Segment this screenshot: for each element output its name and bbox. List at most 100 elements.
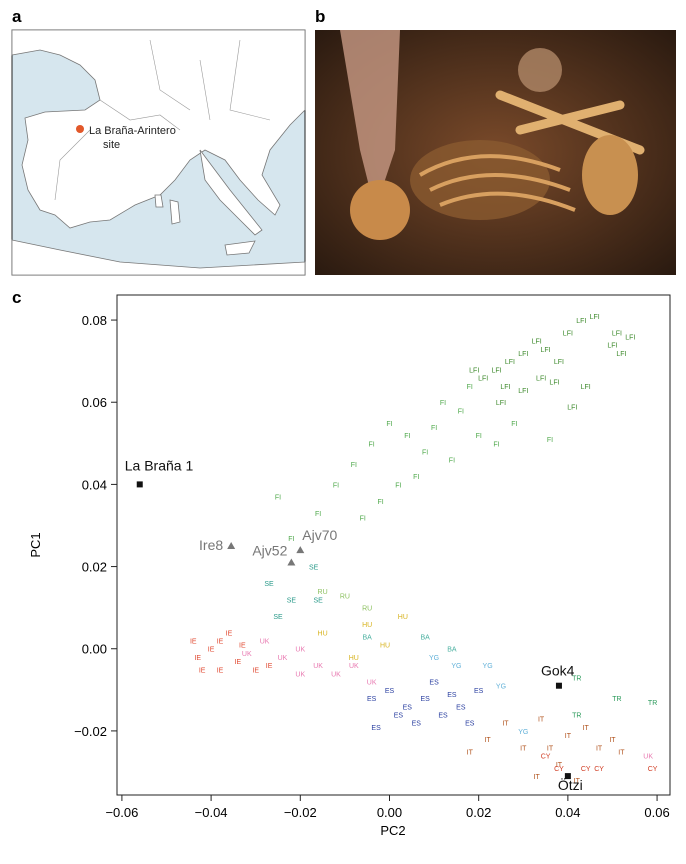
point-label: LFI (554, 359, 564, 366)
point-label: IE (217, 639, 224, 646)
point-label: IT (484, 737, 491, 744)
point-label: FI (386, 421, 392, 428)
point-label: LFI (518, 351, 528, 358)
point-label: FI (395, 482, 401, 489)
point-label: TR (648, 700, 657, 707)
site-label: La Braña-Arintero (89, 125, 176, 137)
point-label: CY (554, 766, 564, 773)
x-tick-label: −0.06 (105, 805, 138, 820)
point-label: IE (190, 639, 197, 646)
point-label: LFI (518, 388, 528, 395)
point-label: FI (547, 437, 553, 444)
point-label: FI (404, 433, 410, 440)
point-label: TR (612, 696, 621, 703)
x-tick-label: 0.02 (466, 805, 491, 820)
x-tick-label: 0.06 (644, 805, 669, 820)
y-tick-label: 0.08 (82, 313, 107, 328)
point-label: LFI (549, 380, 559, 387)
photo (315, 30, 676, 275)
point-label: CY (594, 766, 604, 773)
point-label: UK (278, 655, 288, 662)
point-label: IT (618, 749, 625, 756)
point-label: UK (331, 671, 341, 678)
point-label: BA (363, 634, 373, 641)
point-label: IE (252, 667, 259, 674)
point-label: IT (520, 745, 527, 752)
point-label: IT (547, 745, 554, 752)
point-label: LFI (581, 384, 591, 391)
point-label: FI (440, 400, 446, 407)
point-label: ES (367, 696, 377, 703)
point-label: TR (572, 712, 581, 719)
point-label: YG (451, 663, 461, 670)
point-label: LFI (478, 376, 488, 383)
sample-marker (556, 683, 562, 689)
point-label: LFI (532, 339, 542, 346)
point-label: FI (511, 421, 517, 428)
point-label: LFI (496, 400, 506, 407)
point-label: LFI (536, 376, 546, 383)
figure: a La Braña-Arintero site b c PC2 PC1 −0.… (0, 0, 686, 859)
point-label: YG (496, 684, 506, 691)
point-label: ES (420, 696, 430, 703)
point-label: IE (235, 659, 242, 666)
point-label: IE (199, 667, 206, 674)
point-label: FI (315, 511, 321, 518)
point-label: FI (493, 441, 499, 448)
point-label: IE (239, 643, 246, 650)
point-label: LFI (500, 384, 510, 391)
x-axis-label: PC2 (380, 823, 405, 838)
map: La Braña-Arintero site (12, 30, 305, 275)
point-label: LFI (469, 367, 479, 374)
point-label: YG (518, 729, 528, 736)
point-label: IT (565, 733, 572, 740)
point-label: FI (377, 499, 383, 506)
point-label: ES (447, 692, 457, 699)
point-label: FI (431, 425, 437, 432)
point-label: LFI (607, 343, 617, 350)
point-label: IE (226, 630, 233, 637)
y-tick-label: −0.02 (74, 724, 107, 739)
panel-label: c (12, 288, 21, 307)
sample-label: La Braña 1 (125, 457, 194, 473)
point-label: SE (309, 565, 319, 572)
point-label: FI (467, 384, 473, 391)
point-label: HU (318, 630, 328, 637)
point-label: UK (313, 663, 323, 670)
point-label: LFI (590, 314, 600, 321)
point-label: ES (371, 725, 381, 732)
point-label: YG (429, 655, 439, 662)
point-label: UK (349, 663, 359, 670)
point-label: SE (264, 581, 274, 588)
point-label: IE (217, 667, 224, 674)
sample-marker (137, 481, 143, 487)
point-label: ES (438, 712, 448, 719)
point-label: ES (394, 712, 404, 719)
sample-label: Gok4 (541, 663, 575, 679)
point-label: LFI (491, 367, 501, 374)
point-label: LFI (567, 404, 577, 411)
point-label: FI (369, 441, 375, 448)
point-label: IT (583, 725, 590, 732)
point-label: SE (287, 597, 297, 604)
point-label: FI (413, 474, 419, 481)
point-label: SE (273, 614, 283, 621)
site-label: site (103, 139, 120, 151)
point-label: RU (318, 589, 328, 596)
sample-marker (287, 558, 295, 565)
point-label: UK (367, 680, 377, 687)
point-label: FI (458, 408, 464, 415)
point-label: FI (288, 536, 294, 543)
point-label: ES (465, 721, 475, 728)
point-label: BA (447, 647, 457, 654)
point-label: ES (429, 680, 439, 687)
point-label: UK (295, 671, 305, 678)
point-label: IT (502, 721, 509, 728)
point-label: FI (449, 458, 455, 465)
point-label: FI (351, 462, 357, 469)
point-label: IE (194, 655, 201, 662)
point-label: CY (541, 754, 551, 761)
point-label: LFI (625, 334, 635, 341)
point-label: FI (333, 482, 339, 489)
sample-label: Ajv70 (302, 527, 337, 543)
